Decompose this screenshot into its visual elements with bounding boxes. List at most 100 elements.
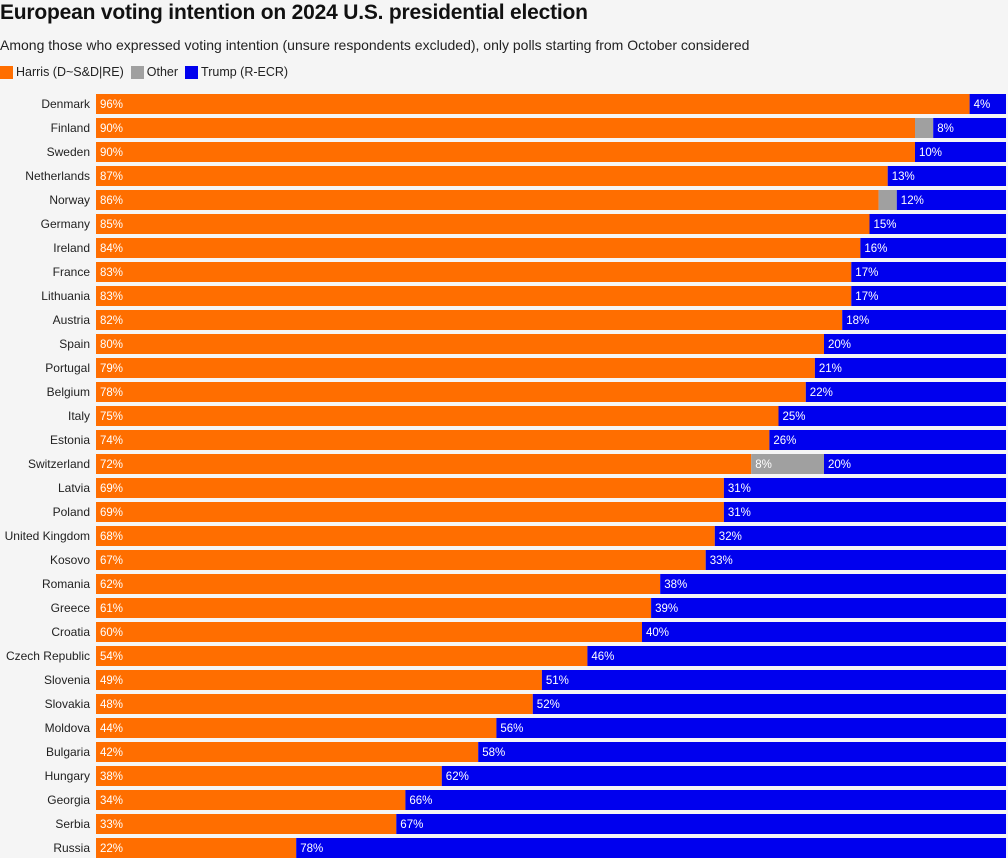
data-label-harris: 75% [100, 411, 123, 423]
legend-swatch-other [130, 65, 144, 79]
data-label-harris: 96% [100, 99, 123, 111]
data-label-harris: 60% [100, 627, 123, 639]
data-label-trump: 56% [500, 723, 523, 735]
legend-item-harris: Harris (D~S&D|RE) [0, 65, 124, 79]
category-label: Austria [53, 313, 91, 327]
data-label-trump: 58% [482, 747, 505, 759]
data-label-trump: 21% [819, 363, 842, 375]
data-label-trump: 22% [810, 387, 833, 399]
category-label: Denmark [41, 97, 91, 111]
category-label: Switzerland [28, 457, 90, 471]
data-label-trump: 18% [846, 315, 869, 327]
data-label-harris: 90% [100, 147, 123, 159]
data-label-harris: 84% [100, 243, 123, 255]
bar-segment-harris [96, 310, 843, 330]
category-label: Ireland [53, 241, 90, 255]
bar-segment-trump [396, 814, 1006, 834]
category-label: Bulgaria [46, 745, 90, 759]
bar-segment-trump [651, 598, 1006, 618]
data-label-trump: 38% [664, 579, 687, 591]
data-label-harris: 90% [100, 123, 123, 135]
data-label-trump: 62% [446, 771, 469, 783]
bar-segment-harris [96, 238, 861, 258]
data-label-harris: 83% [100, 267, 123, 279]
bar-segment-trump [824, 454, 1006, 474]
data-label-harris: 49% [100, 675, 123, 687]
data-label-trump: 17% [855, 291, 878, 303]
legend: Harris (D~S&D|RE) Other Trump (R-ECR) [0, 65, 295, 79]
bar-segment-other [751, 454, 824, 474]
data-label-harris: 67% [100, 555, 123, 567]
bar-segment-trump [851, 286, 1006, 306]
bar-segment-trump [441, 766, 1006, 786]
data-label-harris: 42% [100, 747, 123, 759]
bar-segment-harris [96, 742, 479, 762]
data-label-trump: 39% [655, 603, 678, 615]
bar-segment-harris [96, 598, 652, 618]
bar-segment-harris [96, 478, 724, 498]
data-label-trump: 25% [783, 411, 806, 423]
legend-label-harris: Harris (D~S&D|RE) [16, 65, 124, 79]
category-label: Russia [53, 841, 90, 855]
category-label: Belgium [47, 385, 90, 399]
category-label: Romania [42, 577, 90, 591]
bar-segment-trump [660, 574, 1006, 594]
bar-segment-trump [642, 622, 1006, 642]
bar-segment-trump [496, 718, 1006, 738]
bar-segment-trump [723, 502, 1006, 522]
bar-segment-trump [587, 646, 1006, 666]
bar-segment-trump [851, 262, 1006, 282]
data-label-trump: 31% [728, 483, 751, 495]
bar-segment-trump [723, 478, 1006, 498]
category-label: Serbia [55, 817, 90, 831]
bar-segment-trump [296, 838, 1006, 858]
data-label-harris: 33% [100, 819, 123, 831]
bar-segment-trump [887, 166, 1006, 186]
bar-segment-harris [96, 622, 642, 642]
data-label-trump: 32% [719, 531, 742, 543]
category-label: Portugal [45, 361, 90, 375]
data-label-harris: 87% [100, 171, 123, 183]
legend-label-trump: Trump (R-ECR) [201, 65, 289, 79]
bar-segment-trump [814, 358, 1006, 378]
bar-segment-harris [96, 574, 661, 594]
data-label-trump: 78% [300, 843, 323, 855]
category-label: Croatia [51, 625, 90, 639]
bar-segment-harris [96, 286, 852, 306]
bar-segment-trump [969, 94, 1006, 114]
bar-segment-harris [96, 166, 888, 186]
bar-segment-trump [769, 430, 1006, 450]
data-label-trump: 12% [901, 195, 924, 207]
bar-segment-harris [96, 526, 715, 546]
bar-segment-harris [96, 94, 970, 114]
data-label-other: 8% [755, 459, 772, 471]
category-label: United Kingdom [5, 529, 90, 543]
data-label-harris: 78% [100, 387, 123, 399]
category-label: Netherlands [25, 169, 90, 183]
data-label-trump: 15% [874, 219, 897, 231]
bar-segment-harris [96, 670, 542, 690]
category-label: Georgia [47, 793, 90, 807]
data-label-harris: 54% [100, 651, 123, 663]
bar-segment-harris [96, 838, 297, 858]
bar-segment-harris [96, 766, 442, 786]
bar-segment-trump [478, 742, 1006, 762]
bar-segment-trump [896, 190, 1006, 210]
category-label: Kosovo [50, 553, 90, 567]
bar-segment-trump [714, 526, 1006, 546]
bar-segment-other [878, 190, 897, 210]
data-label-trump: 33% [710, 555, 733, 567]
data-label-harris: 80% [100, 339, 123, 351]
data-label-trump: 20% [828, 459, 851, 471]
category-label: Spain [59, 337, 90, 351]
category-label: Slovenia [44, 673, 90, 687]
bar-segment-trump [869, 214, 1006, 234]
category-label: Italy [68, 409, 90, 423]
data-label-harris: 38% [100, 771, 123, 783]
bar-segment-harris [96, 382, 806, 402]
data-label-trump: 20% [828, 339, 851, 351]
bar-segment-harris [96, 550, 706, 570]
data-label-trump: 10% [919, 147, 942, 159]
bar-segment-harris [96, 190, 879, 210]
